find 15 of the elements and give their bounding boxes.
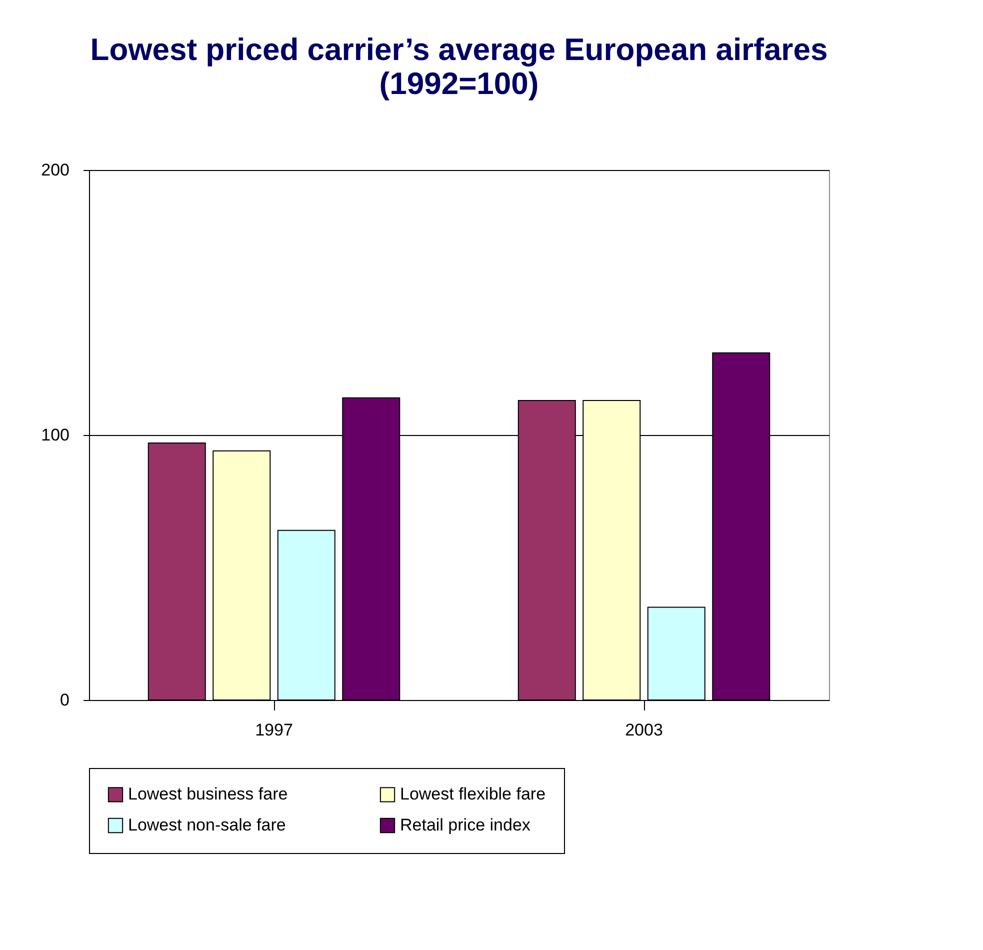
x-tick-label: 1997	[255, 720, 293, 740]
chart-title: Lowest priced carrier’s average European airfares	[90, 32, 828, 67]
y-tick-label: 100	[41, 426, 70, 444]
bar	[277, 530, 336, 700]
bar	[647, 606, 706, 700]
legend-label: Lowest non-sale fare	[128, 816, 286, 834]
y-tick-label: 200	[41, 160, 70, 180]
bar	[148, 442, 206, 700]
bar	[212, 450, 271, 700]
legend-label: Lowest flexible fare	[400, 784, 546, 804]
legend-label: Retail price index	[400, 816, 531, 834]
x-tick-label: 2003	[625, 720, 663, 740]
legend-label: Lowest business fare	[128, 784, 288, 804]
y-tick-label: 0	[60, 690, 70, 710]
chart-subtitle: (1992=100)	[379, 66, 539, 101]
